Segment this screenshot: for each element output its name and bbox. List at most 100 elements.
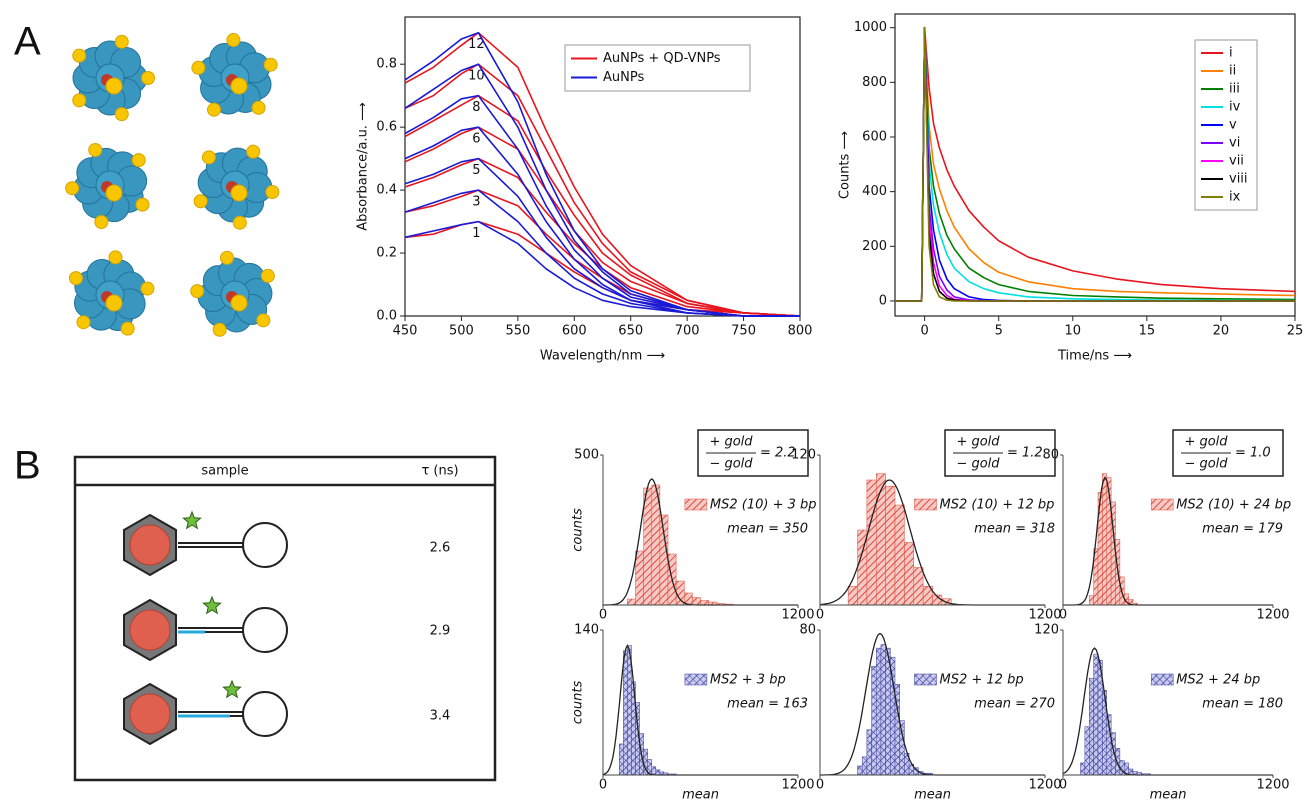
ratio-denominator: − gold	[1184, 457, 1228, 472]
legend-swatch	[684, 498, 708, 511]
ratio-value: = 1.0	[1235, 446, 1271, 461]
y-tick-label: 1000	[854, 20, 887, 35]
x-axis-label: mean	[682, 788, 719, 803]
series-line	[404, 94, 801, 317]
gold-sphere	[108, 250, 123, 265]
ratio-numerator: + gold	[709, 435, 753, 450]
histogram-bar	[627, 645, 632, 776]
phage-icon	[123, 595, 288, 662]
annotation: mean = 270	[974, 697, 1055, 712]
x-tick-label: 1200	[1028, 608, 1061, 623]
histogram-bar	[847, 586, 858, 606]
gold-sphere	[94, 215, 109, 230]
x-axis-label: Wavelength/nm ⟶	[540, 349, 665, 364]
x-tick-label: 0	[1059, 608, 1067, 623]
histogram-bar	[885, 486, 896, 606]
curve-label: 6	[472, 132, 480, 147]
histogram-bar	[876, 647, 882, 776]
y-axis-label: counts	[571, 681, 586, 725]
y-tick-label: 120	[791, 448, 816, 463]
legend-swatch	[914, 498, 937, 511]
legend-label: MS2 (10) + 24 bp	[1176, 498, 1291, 513]
series-line	[404, 126, 801, 317]
x-tick-label: 1200	[781, 608, 814, 623]
plot-frame	[404, 16, 801, 317]
x-tick-label: 1200	[1256, 778, 1289, 793]
gold-sphere	[72, 93, 87, 108]
gold-sphere	[226, 33, 241, 48]
histogram-bar	[885, 647, 891, 776]
x-tick-label: 0	[599, 608, 607, 623]
gold-sphere	[230, 294, 248, 312]
legend-label: MS2 + 24 bp	[1176, 673, 1260, 688]
ratio-value: = 2.2	[760, 446, 796, 461]
legend-label: iv	[1229, 100, 1241, 115]
phage-icon	[123, 679, 288, 746]
gold-sphere	[65, 181, 80, 196]
legend-box	[564, 44, 751, 92]
x-tick-label: 1200	[781, 778, 814, 793]
y-tick-label: 80	[799, 623, 816, 638]
curve-label: 8	[472, 100, 480, 115]
series-line	[404, 126, 800, 317]
y-tick-label: 800	[862, 75, 887, 90]
gold-sphere	[76, 315, 91, 330]
legend-label: i	[1229, 46, 1233, 61]
ratio-denominator: − gold	[709, 457, 753, 472]
histogram-bar	[643, 487, 652, 606]
legend-swatch	[684, 673, 708, 686]
gold-sphere	[68, 271, 83, 286]
legend-label: MS2 (10) + 3 bp	[710, 498, 817, 513]
gold-sphere	[212, 322, 227, 337]
gold-sphere	[256, 313, 271, 328]
gold-sphere	[230, 184, 248, 202]
molecule-image	[191, 33, 278, 117]
legend-swatch	[914, 673, 937, 686]
molecule-image	[190, 250, 275, 337]
x-axis-label: Time/ns ⟶	[1057, 349, 1132, 364]
y-tick-label: 200	[862, 239, 887, 254]
histogram-bar	[619, 743, 624, 776]
quantum-dot	[129, 693, 171, 735]
legend-label: v	[1229, 118, 1237, 133]
legend-label: iii	[1229, 82, 1240, 97]
series-line	[895, 26, 1296, 302]
y-tick-label: 80	[1042, 448, 1059, 463]
y-axis-label: counts	[571, 508, 586, 552]
annotation: mean = 318	[974, 522, 1055, 537]
x-tick-label: 0	[920, 324, 928, 339]
tau-value: 2.6	[430, 541, 451, 556]
histogram-bar	[894, 504, 905, 606]
x-tick-label: 5	[995, 324, 1003, 339]
x-tick-label: 1200	[1028, 778, 1061, 793]
gold-sphere	[201, 150, 216, 165]
x-tick-label: 600	[562, 324, 587, 339]
gold-sphere	[191, 60, 206, 75]
series-line	[895, 26, 1295, 302]
hairpin-loop	[242, 607, 288, 653]
histogram-bar	[655, 769, 661, 776]
annotation: mean = 180	[1202, 697, 1283, 712]
tau-value: 3.4	[430, 709, 451, 724]
series-line	[404, 157, 800, 317]
gold-sphere	[105, 294, 123, 312]
hairpin-loop	[242, 522, 288, 568]
plot-frame	[894, 13, 1296, 317]
histogram-bar	[857, 765, 863, 776]
histogram-bar	[627, 598, 636, 606]
gold-sphere	[190, 284, 205, 299]
legend-label: MS2 (10) + 12 bp	[940, 498, 1055, 513]
ratio-numerator: + gold	[1184, 435, 1228, 450]
y-tick-label: 120	[1034, 623, 1059, 638]
y-tick-label: 400	[862, 184, 887, 199]
legend-label: ii	[1229, 64, 1236, 79]
annotation: mean = 179	[1202, 522, 1283, 537]
gold-sphere	[232, 215, 247, 230]
histogram-bar	[904, 542, 914, 606]
gold-sphere	[131, 153, 146, 168]
curve-label: 5	[472, 163, 480, 178]
y-axis-label: Counts ⟶	[838, 131, 853, 199]
ratio-value: = 1.2	[1007, 446, 1043, 461]
series-line	[404, 157, 801, 317]
y-tick-label: 0.8	[376, 57, 397, 72]
